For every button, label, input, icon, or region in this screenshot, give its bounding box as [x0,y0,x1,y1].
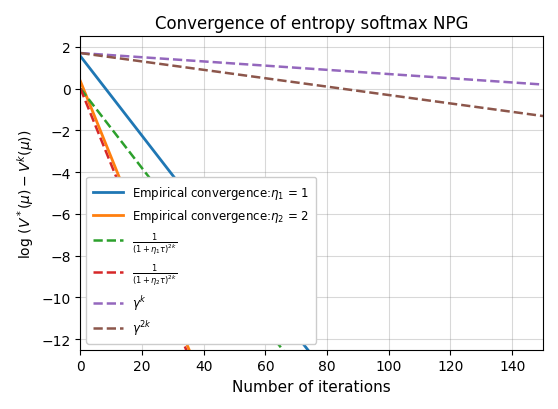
$\frac{1}{(1 + \eta_1\tau)^{2k}}$ [302,377,309,382]
Line: Empirical convergence:$\eta_2$ = 2: Empirical convergence:$\eta_2$ = 2 [80,82,543,409]
Line: $\gamma^{2k}$: $\gamma^{2k}$ [80,54,543,117]
$\frac{1}{(1 + \eta_1\tau)^{2k}}$ [240,297,247,302]
$\gamma^{2k}$ [531,113,537,118]
$\gamma^k$ [401,74,407,79]
Empirical convergence:$\eta_2$ = 2 [77,80,84,85]
$\gamma^{2k}$ [540,114,546,119]
Line: $\gamma^k$: $\gamma^k$ [80,54,543,85]
Empirical convergence:$\eta_1$ = 1 [240,265,247,270]
$\gamma^{2k}$ [77,52,84,56]
$\gamma^k$ [358,70,364,75]
Line: Empirical convergence:$\eta_1$ = 1: Empirical convergence:$\eta_1$ = 1 [80,57,543,409]
X-axis label: Number of iterations: Number of iterations [232,379,391,394]
$\gamma^k$ [240,63,247,67]
Title: Convergence of entropy softmax NPG: Convergence of entropy softmax NPG [155,15,469,33]
$\gamma^k$ [540,83,546,88]
$\frac{1}{(1 + \eta_2\tau)^{2k}}$ [77,87,84,92]
$\gamma^{2k}$ [370,91,377,96]
Line: $\frac{1}{(1 + \eta_2\tau)^{2k}}$: $\frac{1}{(1 + \eta_2\tau)^{2k}}$ [80,89,543,409]
$\gamma^k$ [77,52,84,56]
$\gamma^{2k}$ [302,82,309,87]
Empirical convergence:$\eta_1$ = 1 [77,54,84,59]
$\gamma^k$ [302,67,309,72]
Empirical convergence:$\eta_1$ = 1 [302,345,309,350]
$\gamma^k$ [370,71,377,76]
Y-axis label: $\log\,(V^*(\mu) - V^k(\mu))$: $\log\,(V^*(\mu) - V^k(\mu))$ [15,129,36,258]
Line: $\frac{1}{(1 + \eta_1\tau)^{2k}}$: $\frac{1}{(1 + \eta_1\tau)^{2k}}$ [80,89,543,409]
$\gamma^{2k}$ [240,74,247,79]
$\gamma^{2k}$ [358,90,364,94]
$\gamma^k$ [531,82,537,87]
$\frac{1}{(1 + \eta_1\tau)^{2k}}$ [77,87,84,92]
Legend: Empirical convergence:$\eta_1$ = 1, Empirical convergence:$\eta_2$ = 2, $\frac{1: Empirical convergence:$\eta_1$ = 1, Empi… [86,178,316,344]
$\gamma^{2k}$ [401,95,407,100]
